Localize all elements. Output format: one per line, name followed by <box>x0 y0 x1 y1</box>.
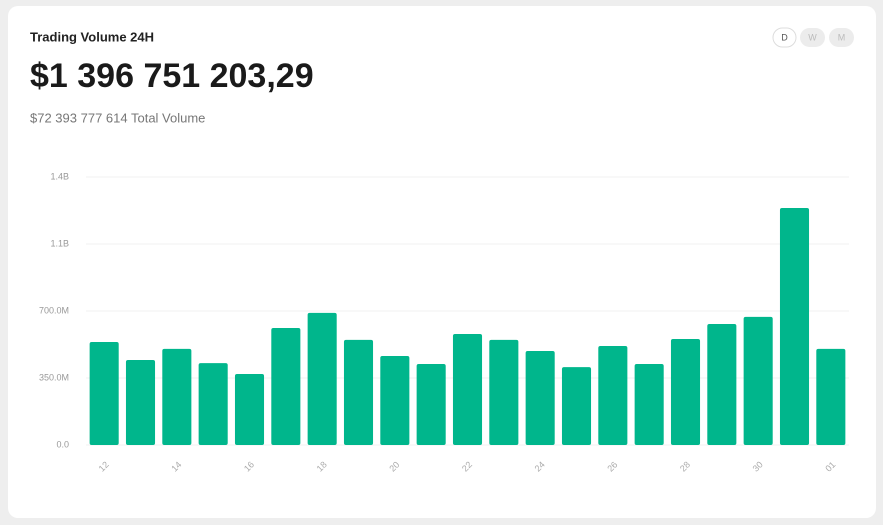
bar <box>598 346 628 445</box>
bar <box>380 355 410 445</box>
bar <box>343 339 374 445</box>
bar <box>125 360 156 445</box>
y-tick-label: 1.1B <box>50 238 69 248</box>
bar <box>634 364 664 445</box>
bar <box>271 328 301 445</box>
period-label[interactable]: M <box>838 32 846 42</box>
period-buttons: D W M <box>772 27 854 48</box>
bar <box>779 208 810 445</box>
bar <box>561 367 592 445</box>
bar <box>234 373 265 445</box>
bar <box>489 339 519 445</box>
bar <box>198 363 228 445</box>
bar <box>743 316 773 445</box>
period-button[interactable] <box>772 27 797 48</box>
bar <box>162 348 192 445</box>
total-volume: $72 393 777 614 Total Volume <box>30 110 205 125</box>
bar <box>416 364 446 445</box>
bar <box>452 333 483 445</box>
period-label[interactable]: D <box>781 32 788 42</box>
y-tick-label: 0.0 <box>56 439 69 449</box>
period-button[interactable] <box>800 28 825 47</box>
bar <box>89 342 119 445</box>
period-button[interactable] <box>829 28 854 47</box>
bar <box>707 324 737 445</box>
card-title: Trading Volume 24H <box>30 29 154 44</box>
bar <box>670 338 701 445</box>
period-label[interactable]: W <box>808 32 817 42</box>
y-tick-label: 700.0M <box>39 305 69 315</box>
y-tick-label: 1.4B <box>50 171 69 181</box>
bar <box>816 348 846 445</box>
bar <box>307 312 337 445</box>
y-tick-label: 350.0M <box>39 372 69 382</box>
bar <box>525 351 555 445</box>
volume-value: $1 396 751 203,29 <box>30 57 314 95</box>
